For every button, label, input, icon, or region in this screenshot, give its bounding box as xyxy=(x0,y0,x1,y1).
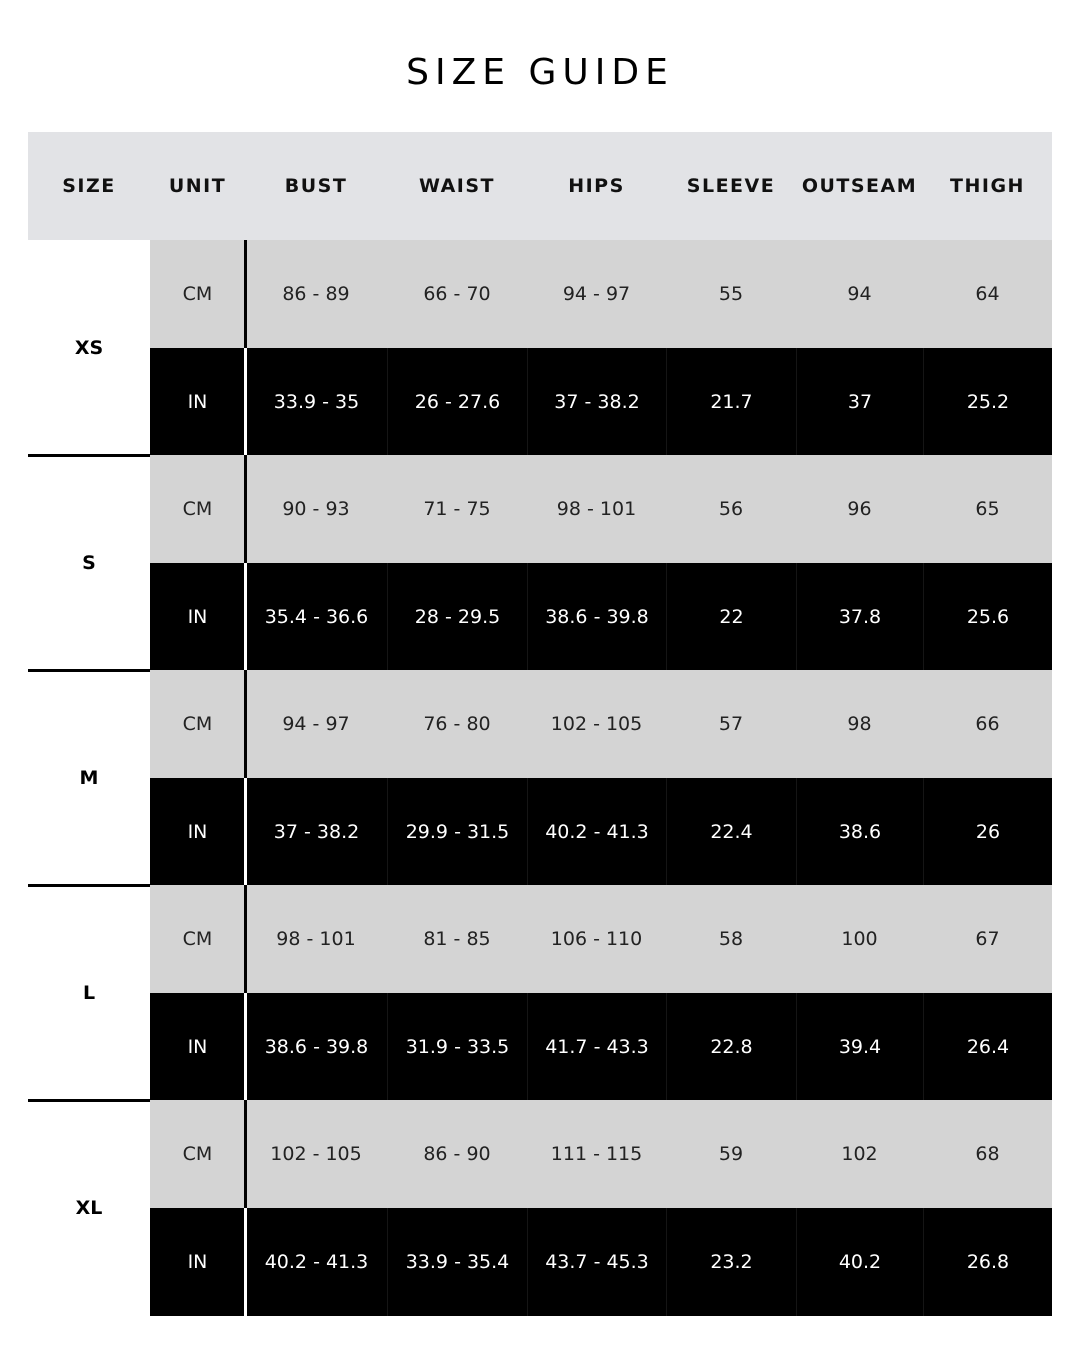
value-cell-bust: 90 - 93 xyxy=(245,455,387,563)
value-cell-hips: 98 - 101 xyxy=(527,455,666,563)
unit-divider xyxy=(244,992,247,1101)
value-cell-bust: 86 - 89 xyxy=(245,240,387,348)
unit-cell: IN xyxy=(150,777,245,886)
value-cell-bust: 40.2 - 41.3 xyxy=(245,1207,387,1316)
unit-divider xyxy=(244,777,247,886)
value-cell-waist: 29.9 - 31.5 xyxy=(387,777,527,886)
value-cell-bust: 33.9 - 35 xyxy=(245,347,387,456)
column-header-unit: UNIT xyxy=(168,175,227,197)
value-cell-hips: 94 - 97 xyxy=(527,240,666,348)
value-cell-waist: 26 - 27.6 xyxy=(387,347,527,456)
value-cell-outseam: 39.4 xyxy=(796,992,923,1101)
value-cell-outseam: 37 xyxy=(796,347,923,456)
size-label: S xyxy=(82,551,96,574)
value-cell-thigh: 68 xyxy=(923,1100,1052,1208)
value-cell-hips: 37 - 38.2 xyxy=(527,347,666,456)
unit-cell: CM xyxy=(150,1100,245,1208)
column-header-sleeve: SLEEVE xyxy=(686,175,776,197)
value-cell-bust: 38.6 - 39.8 xyxy=(245,992,387,1101)
value-cell-outseam: 40.2 xyxy=(796,1207,923,1316)
value-cell-hips: 111 - 115 xyxy=(527,1100,666,1208)
value-cell-sleeve: 22.4 xyxy=(666,777,796,886)
unit-divider xyxy=(244,562,247,671)
unit-divider xyxy=(244,1207,247,1316)
value-cell-outseam: 37.8 xyxy=(796,562,923,671)
value-cell-sleeve: 22.8 xyxy=(666,992,796,1101)
unit-cell: CM xyxy=(150,240,245,348)
column-header-bust: BUST xyxy=(284,175,348,197)
value-cell-thigh: 26.8 xyxy=(923,1207,1052,1316)
unit-divider xyxy=(244,885,247,993)
value-cell-thigh: 67 xyxy=(923,885,1052,993)
value-cell-thigh: 25.6 xyxy=(923,562,1052,671)
value-cell-sleeve: 56 xyxy=(666,455,796,563)
value-cell-outseam: 94 xyxy=(796,240,923,348)
unit-cell: IN xyxy=(150,992,245,1101)
value-cell-sleeve: 57 xyxy=(666,670,796,778)
unit-divider xyxy=(244,347,247,456)
value-cell-sleeve: 23.2 xyxy=(666,1207,796,1316)
size-separator xyxy=(28,1099,150,1102)
value-cell-waist: 71 - 75 xyxy=(387,455,527,563)
value-cell-sleeve: 22 xyxy=(666,562,796,671)
value-cell-hips: 40.2 - 41.3 xyxy=(527,777,666,886)
unit-divider xyxy=(244,455,247,563)
table-header: SIZE UNIT BUST WAIST HIPS SLEEVE OUTSEAM THIGH xyxy=(28,132,1052,240)
value-cell-bust: 98 - 101 xyxy=(245,885,387,993)
value-cell-sleeve: 59 xyxy=(666,1100,796,1208)
size-separator xyxy=(28,884,150,887)
unit-divider xyxy=(244,670,247,778)
value-cell-hips: 106 - 110 xyxy=(527,885,666,993)
value-cell-thigh: 66 xyxy=(923,670,1052,778)
value-cell-waist: 76 - 80 xyxy=(387,670,527,778)
value-cell-waist: 28 - 29.5 xyxy=(387,562,527,671)
value-cell-thigh: 64 xyxy=(923,240,1052,348)
unit-cell: CM xyxy=(150,455,245,563)
value-cell-sleeve: 58 xyxy=(666,885,796,993)
unit-cell: CM xyxy=(150,670,245,778)
column-header-thigh: THIGH xyxy=(950,175,1025,197)
size-label: M xyxy=(79,766,99,789)
page-title: SIZE GUIDE xyxy=(406,52,674,93)
value-cell-hips: 38.6 - 39.8 xyxy=(527,562,666,671)
value-cell-outseam: 102 xyxy=(796,1100,923,1208)
unit-divider xyxy=(244,240,247,348)
size-separator xyxy=(28,454,150,457)
value-cell-hips: 102 - 105 xyxy=(527,670,666,778)
value-cell-waist: 86 - 90 xyxy=(387,1100,527,1208)
size-label: XL xyxy=(75,1196,103,1219)
unit-cell: IN xyxy=(150,562,245,671)
value-cell-thigh: 26 xyxy=(923,777,1052,886)
value-cell-waist: 81 - 85 xyxy=(387,885,527,993)
value-cell-outseam: 98 xyxy=(796,670,923,778)
size-label: L xyxy=(82,981,96,1004)
value-cell-thigh: 26.4 xyxy=(923,992,1052,1101)
value-cell-sleeve: 21.7 xyxy=(666,347,796,456)
value-cell-hips: 41.7 - 43.3 xyxy=(527,992,666,1101)
column-header-hips: HIPS xyxy=(568,175,625,197)
value-cell-outseam: 100 xyxy=(796,885,923,993)
value-cell-sleeve: 55 xyxy=(666,240,796,348)
value-cell-hips: 43.7 - 45.3 xyxy=(527,1207,666,1316)
value-cell-waist: 31.9 - 33.5 xyxy=(387,992,527,1101)
column-header-outseam: OUTSEAM xyxy=(801,175,918,197)
value-cell-waist: 66 - 70 xyxy=(387,240,527,348)
unit-cell: IN xyxy=(150,1207,245,1316)
value-cell-outseam: 38.6 xyxy=(796,777,923,886)
value-cell-bust: 37 - 38.2 xyxy=(245,777,387,886)
value-cell-thigh: 65 xyxy=(923,455,1052,563)
unit-cell: IN xyxy=(150,347,245,456)
unit-cell: CM xyxy=(150,885,245,993)
value-cell-outseam: 96 xyxy=(796,455,923,563)
size-separator xyxy=(28,669,150,672)
value-cell-bust: 102 - 105 xyxy=(245,1100,387,1208)
column-header-size: SIZE xyxy=(62,175,116,197)
value-cell-bust: 35.4 - 36.6 xyxy=(245,562,387,671)
size-label: XS xyxy=(74,336,104,359)
value-cell-thigh: 25.2 xyxy=(923,347,1052,456)
value-cell-waist: 33.9 - 35.4 xyxy=(387,1207,527,1316)
value-cell-bust: 94 - 97 xyxy=(245,670,387,778)
unit-divider xyxy=(244,1100,247,1208)
column-header-waist: WAIST xyxy=(418,175,496,197)
